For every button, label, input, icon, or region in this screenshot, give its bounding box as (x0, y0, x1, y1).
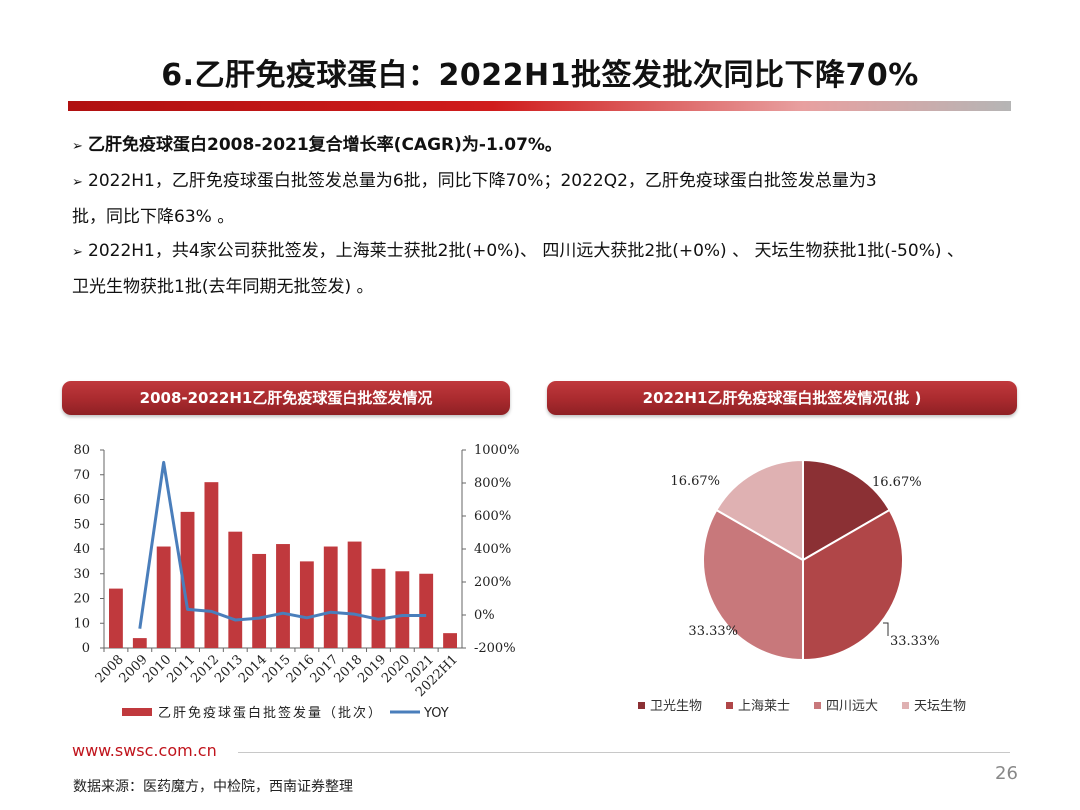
bullet-text: 卫光生物获批1批(去年同期无批签发) 。 (72, 277, 374, 297)
page-number: 26 (995, 763, 1018, 784)
pie-percent-label: 33.33% (688, 624, 738, 639)
legend-swatch (902, 702, 909, 709)
pie-chart: 16.67% 33.33% 33.33% 16.67% 卫光生物 上海莱士 四川远大 天坛生物 (638, 458, 966, 714)
left-y-tick-label: 60 (73, 493, 90, 508)
pie-percent-label: 33.33% (890, 634, 940, 649)
bar (299, 561, 314, 648)
bar (419, 573, 434, 648)
legend-swatch (638, 702, 645, 709)
left-y-tick-label: 0 (82, 641, 90, 656)
legend-swatch (726, 702, 733, 709)
right-y-tick-label: 600% (474, 509, 511, 524)
bar (228, 531, 243, 648)
bar (443, 633, 457, 648)
bar (276, 544, 290, 648)
bullet-text: 2022H1，乙肝免疫球蛋白批签发总量为6批，同比下降70%；2022Q2，乙肝… (88, 171, 877, 191)
bar (395, 571, 410, 648)
bar (156, 546, 171, 648)
bullet-item: ➢ 乙肝免疫球蛋白2008-2021复合增长率(CAGR)为-1.07%。 (72, 128, 1022, 164)
right-y-tick-label: 800% (474, 476, 511, 491)
legend-label: 天坛生物 (914, 699, 966, 714)
arrow-bullet-icon: ➢ (72, 139, 83, 154)
page-title: 6.乙肝免疫球蛋白：2022H1批签发批次同比下降70% (161, 58, 919, 93)
right-y-tick-label: 200% (474, 575, 511, 590)
pie-slice (715, 458, 804, 562)
legend-line-label: YOY (423, 706, 449, 721)
right-y-tick-label: 1000% (474, 443, 519, 458)
bar (347, 541, 362, 648)
pie-chart-title: 2022H1乙肝免疫球蛋白批签发情况(批 ) (547, 381, 1017, 415)
legend-bar-swatch (122, 708, 152, 716)
data-source: 数据来源：医药魔方，中检院，西南证券整理 (73, 779, 353, 795)
arrow-bullet-icon: ➢ (72, 245, 83, 260)
pie-percent-label: 16.67% (872, 475, 922, 490)
bullet-continuation: 批，同比下降63% 。 (72, 200, 1022, 234)
left-y-tick-label: 40 (73, 542, 90, 557)
bar (252, 553, 267, 648)
bullet-item: ➢ 2022H1，乙肝免疫球蛋白批签发总量为6批，同比下降70%；2022Q2，乙… (72, 164, 1022, 200)
left-y-tick-label: 10 (73, 616, 90, 631)
bullet-text: 批，同比下降63% 。 (72, 207, 235, 227)
bar (180, 511, 195, 648)
left-y-tick-label: 80 (73, 443, 90, 458)
pie-slice (802, 508, 904, 662)
left-y-tick-label: 70 (73, 468, 90, 483)
bar-chart-title: 2008-2022H1乙肝免疫球蛋白批签发情况 (62, 381, 510, 415)
bar (109, 588, 123, 648)
legend-swatch (814, 702, 821, 709)
arrow-bullet-icon: ➢ (72, 175, 83, 190)
right-y-tick-label: -200% (474, 641, 516, 656)
bar (323, 546, 338, 648)
bullet-text: 2022H1，共4家公司获批签发，上海莱士获批2批(+0%)、 四川远大获批2批… (88, 241, 964, 261)
title-underline (68, 101, 1011, 111)
legend-label: 四川远大 (826, 699, 878, 714)
right-y-tick-label: 400% (474, 542, 511, 557)
legend-bar-label: 乙肝免疫球蛋白批签发量（批次） (158, 705, 383, 721)
pie-slice (802, 458, 891, 562)
bullet-list: ➢ 乙肝免疫球蛋白2008-2021复合增长率(CAGR)为-1.07%。 ➢ 20… (72, 128, 1022, 304)
bar-line-chart: 0 10 20 30 40 50 60 70 80 -200% 0% 200% 400% 600% 800%… (73, 443, 519, 721)
website-link[interactable]: www.swsc.com.cn (72, 741, 217, 760)
left-y-tick-label: 20 (73, 592, 90, 607)
bullet-text: 乙肝免疫球蛋白2008-2021复合增长率(CAGR)为-1.07%。 (88, 135, 562, 155)
left-y-tick-label: 50 (73, 517, 90, 532)
yoy-line (138, 460, 427, 629)
legend-label: 上海莱士 (738, 699, 790, 714)
footer-divider (238, 752, 1010, 753)
bar (371, 568, 386, 648)
bar (132, 638, 147, 648)
bullet-continuation: 卫光生物获批1批(去年同期无批签发) 。 (72, 270, 1022, 304)
pie-percent-label: 16.67% (670, 474, 720, 489)
pie-leader-line (883, 622, 889, 636)
pie-slice (702, 508, 804, 662)
bullet-item: ➢ 2022H1，共4家公司获批签发，上海莱士获批2批(+0%)、 四川远大获批2… (72, 234, 1022, 270)
right-y-tick-label: 0% (474, 608, 495, 623)
bar (204, 482, 219, 648)
left-y-tick-label: 30 (73, 567, 90, 582)
legend-label: 卫光生物 (650, 699, 702, 714)
